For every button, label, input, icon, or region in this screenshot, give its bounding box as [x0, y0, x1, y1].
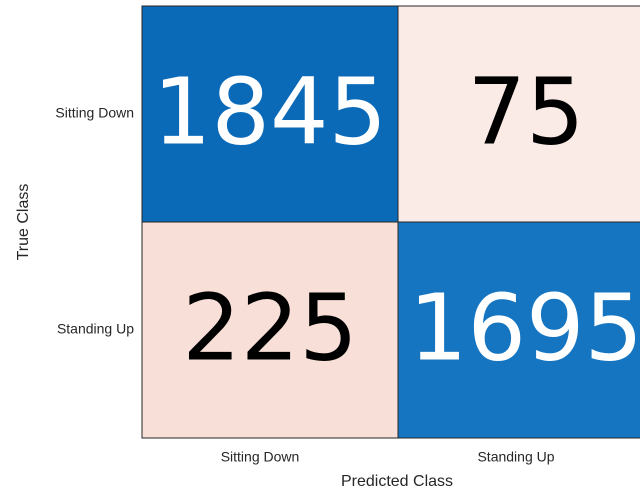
cell-value: 1695	[409, 274, 640, 381]
x-tick-label: Sitting Down	[221, 449, 300, 465]
y-tick-label: Sitting Down	[55, 105, 134, 121]
cell	[397, 221, 640, 439]
cell	[397, 5, 640, 223]
cell	[141, 221, 399, 439]
x-tick-label: Standing Up	[477, 449, 554, 465]
cell-value: 225	[182, 274, 358, 381]
cell-value: 75	[467, 58, 584, 165]
x-axis-label: Predicted Class	[341, 473, 453, 490]
y-tick-label: Standing Up	[57, 321, 134, 337]
cell-value: 1845	[153, 58, 387, 165]
cell	[141, 5, 399, 223]
y-axis-label: True Class	[15, 184, 32, 261]
